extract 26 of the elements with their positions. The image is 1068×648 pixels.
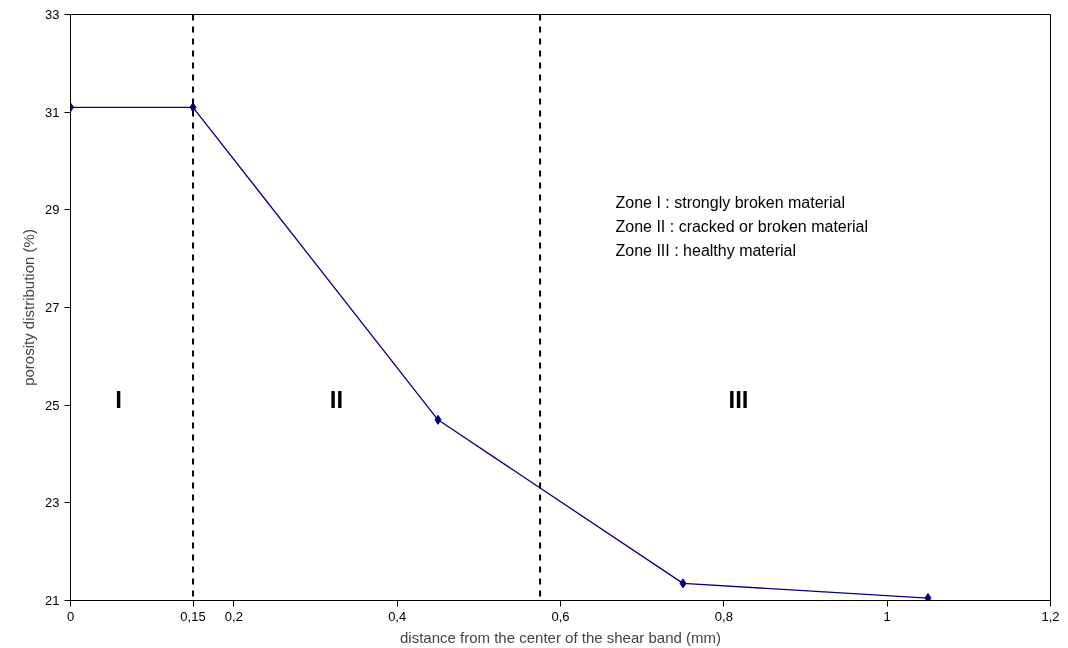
y-tick-label: 31 <box>45 104 60 120</box>
point <box>679 578 687 589</box>
x-axis-title: distance from the center of the shear band (mm) <box>400 628 721 646</box>
annotation: III <box>728 385 749 413</box>
y-tick-label: 21 <box>45 593 60 608</box>
annotation: Zone II : cracked or broken material <box>615 217 869 235</box>
point <box>924 593 932 601</box>
annotation: II <box>329 385 344 413</box>
y-tick-label: 25 <box>45 397 60 413</box>
x-tick-label: 0,15 <box>180 608 206 624</box>
x-tick-label: 0,4 <box>388 608 407 624</box>
x-tick-label: 1,2 <box>1041 608 1060 624</box>
x-tick-label: 0 <box>66 608 75 624</box>
y-axis-title: porosity distribution (%) <box>20 229 38 386</box>
y-tick-label: 33 <box>45 7 60 22</box>
y-tick-label: 27 <box>45 300 60 315</box>
annotation: Zone I : strongly broken material <box>615 193 845 211</box>
x-tick-label: 0,2 <box>224 608 243 624</box>
annotation: I <box>115 385 122 413</box>
x-tick-label: 0,8 <box>714 608 733 624</box>
annotation: Zone III : healthy material <box>615 241 797 259</box>
y-tick-label: 29 <box>45 202 60 218</box>
x-tick-label: 1 <box>883 608 891 624</box>
point <box>434 414 442 425</box>
x-tick-label: 0,6 <box>551 608 570 624</box>
y-tick-label: 23 <box>45 495 60 511</box>
